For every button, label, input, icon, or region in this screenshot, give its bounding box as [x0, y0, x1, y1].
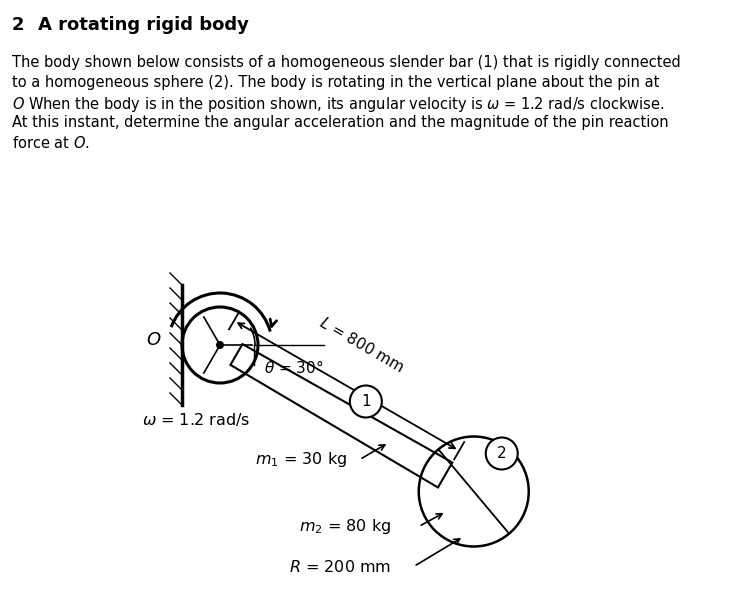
Text: 2: 2	[12, 16, 25, 34]
Text: $\theta$ = 30°: $\theta$ = 30°	[264, 359, 323, 376]
Circle shape	[350, 385, 382, 418]
Text: $m_2$ = 80 kg: $m_2$ = 80 kg	[299, 517, 391, 536]
Text: $\it{O}$: $\it{O}$	[146, 331, 162, 349]
Text: The body shown below consists of a homogeneous slender bar (1) that is rigidly c: The body shown below consists of a homog…	[12, 55, 681, 70]
Circle shape	[216, 341, 224, 349]
Text: force at $\it{O}$.: force at $\it{O}$.	[12, 135, 90, 151]
Text: $\it{L}$ = 800 mm: $\it{L}$ = 800 mm	[316, 314, 407, 376]
Circle shape	[485, 438, 518, 469]
Text: A rotating rigid body: A rotating rigid body	[38, 16, 249, 34]
Text: $\omega$ = 1.2 rad/s: $\omega$ = 1.2 rad/s	[142, 412, 250, 429]
Text: $\it{O}$ When the body is in the position shown, its angular velocity is $\omega: $\it{O}$ When the body is in the positio…	[12, 95, 664, 114]
Text: $R$ = 200 mm: $R$ = 200 mm	[289, 559, 391, 575]
Text: At this instant, determine the angular acceleration and the magnitude of the pin: At this instant, determine the angular a…	[12, 115, 669, 130]
Text: to a homogeneous sphere (2). The body is rotating in the vertical plane about th: to a homogeneous sphere (2). The body is…	[12, 75, 659, 90]
Text: 2: 2	[497, 446, 507, 461]
Text: 1: 1	[361, 394, 371, 409]
Text: $m_1$ = 30 kg: $m_1$ = 30 kg	[255, 450, 347, 469]
